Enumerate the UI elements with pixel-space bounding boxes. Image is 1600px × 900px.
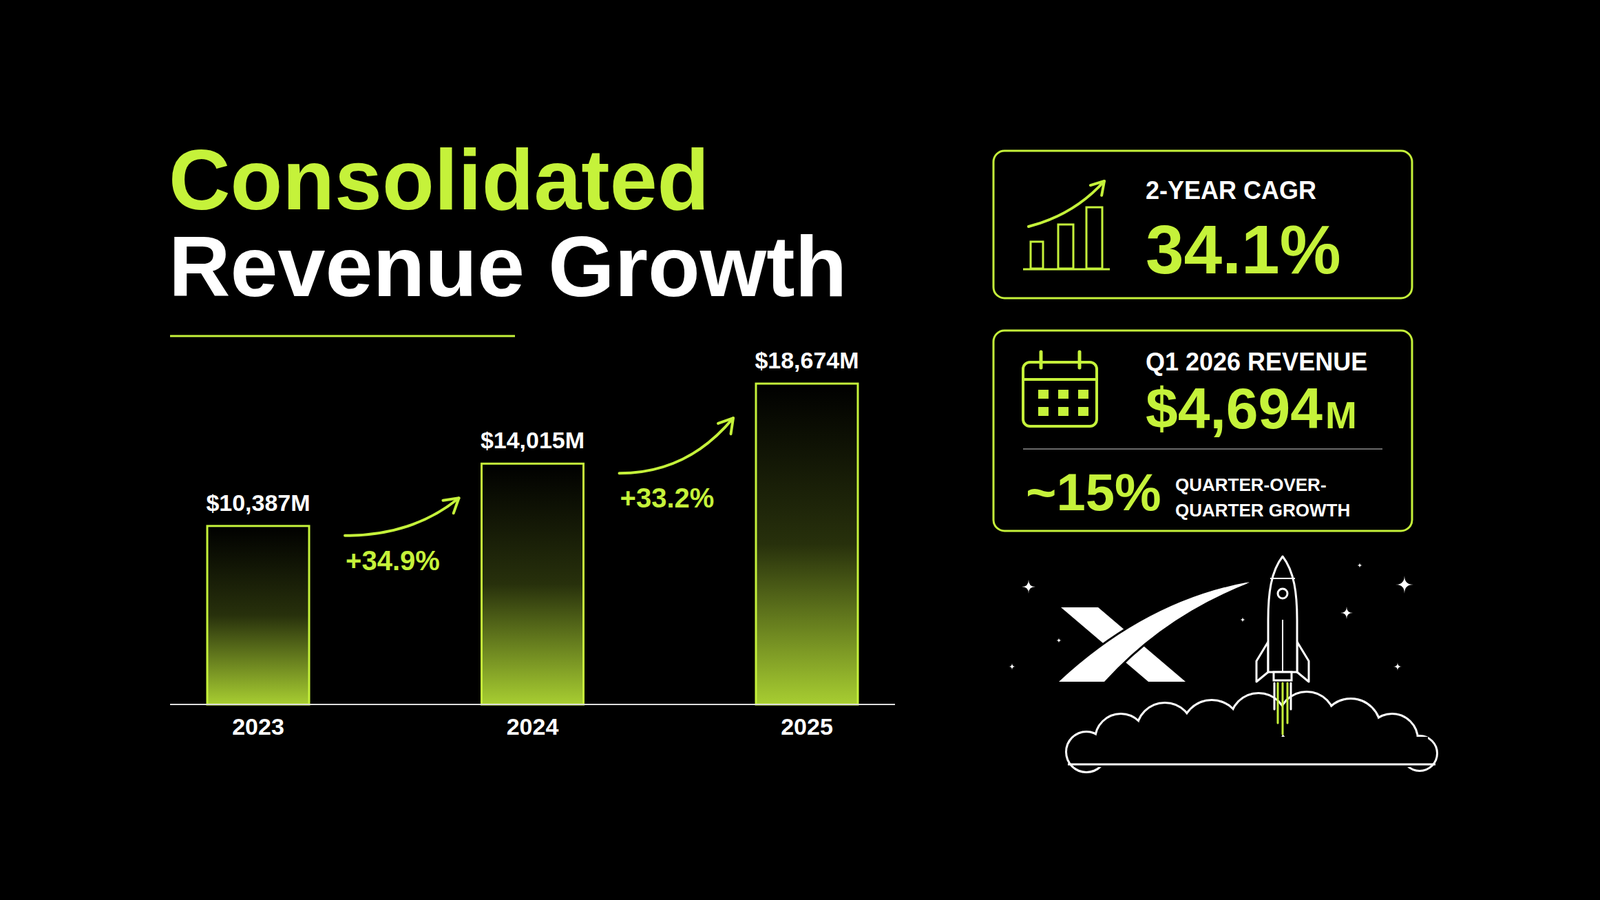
calendar-header bbox=[1023, 377, 1097, 381]
calendar-cell bbox=[1058, 389, 1069, 399]
title-underline bbox=[170, 335, 515, 338]
icon-arrow-head bbox=[1090, 181, 1105, 196]
rocket-body bbox=[1268, 556, 1298, 672]
star bbox=[1395, 575, 1414, 594]
infographic: ConsolidatedRevenue Growth $10,387M $14,01… bbox=[0, 0, 1600, 900]
calendar-icon bbox=[1023, 351, 1097, 427]
x-axis bbox=[170, 703, 896, 705]
calendar-cell bbox=[1038, 389, 1049, 399]
logo-swoosh bbox=[1058, 581, 1250, 682]
x-tick-label: 2024 bbox=[506, 713, 560, 740]
background bbox=[0, 0, 1600, 900]
bar bbox=[481, 463, 584, 705]
rocket-band bbox=[1270, 577, 1296, 580]
growth-label: +33.2% bbox=[620, 482, 715, 513]
data-label: $18,674M bbox=[754, 346, 859, 374]
growth-arrow-head bbox=[718, 417, 734, 434]
rocket-flame bbox=[1286, 682, 1289, 723]
icon-bar bbox=[1086, 207, 1103, 269]
trend-icon bbox=[1023, 181, 1110, 270]
kpi-label: 2-YEAR CAGR bbox=[1145, 176, 1317, 205]
icon-arrow bbox=[1028, 181, 1105, 227]
star bbox=[1340, 606, 1353, 619]
rocket-flame bbox=[1290, 682, 1293, 710]
kpi-sub-label-line: QUARTER-OVER- bbox=[1175, 474, 1327, 496]
logo-swoosh-fill bbox=[1060, 582, 1250, 682]
kpi-value: $4,694M bbox=[1145, 375, 1357, 441]
rocket-flame bbox=[1281, 682, 1284, 734]
star bbox=[1056, 637, 1062, 644]
clouds bbox=[1067, 692, 1437, 772]
kpi-value-unit: M bbox=[1325, 393, 1357, 437]
star bbox=[1008, 662, 1016, 670]
calendar-cell bbox=[1058, 406, 1069, 416]
calendar-ring bbox=[1078, 351, 1082, 368]
growth-arrow-head bbox=[442, 497, 459, 513]
x-tick-label: 2023 bbox=[232, 713, 285, 740]
kpi-card bbox=[993, 150, 1413, 299]
calendar-ring bbox=[1039, 351, 1044, 368]
data-label: $14,015M bbox=[480, 426, 585, 454]
rocket-line bbox=[1281, 619, 1284, 672]
growth-arrow bbox=[344, 497, 460, 536]
rocket-window bbox=[1277, 588, 1288, 599]
rocket-fin bbox=[1297, 641, 1309, 682]
icon-baseline bbox=[1023, 268, 1110, 271]
star bbox=[1393, 662, 1402, 671]
calendar-cell bbox=[1038, 406, 1049, 416]
x-tick-label: 2025 bbox=[780, 713, 834, 740]
kpi-divider bbox=[1023, 448, 1383, 450]
star bbox=[1021, 579, 1036, 594]
data-label: $10,387M bbox=[205, 489, 310, 516]
kpi-sub-value: ~15% bbox=[1025, 462, 1162, 522]
rocket-nozzle bbox=[1273, 671, 1292, 681]
icon-bar bbox=[1058, 224, 1074, 269]
icon-bar bbox=[1030, 241, 1044, 269]
calendar-cell bbox=[1078, 406, 1089, 416]
kpi-card bbox=[993, 330, 1413, 531]
title-accent: Consolidated bbox=[168, 132, 710, 228]
kpi-sub-label-line: QUARTER GROWTH bbox=[1175, 499, 1351, 521]
title: Revenue Growth bbox=[168, 218, 847, 314]
calendar-frame bbox=[1023, 362, 1097, 427]
rocket-flame bbox=[1277, 682, 1280, 723]
kpi-value: 34.1% bbox=[1145, 210, 1342, 288]
star bbox=[1356, 562, 1363, 568]
cloud-base-fill bbox=[1074, 736, 1428, 767]
bar bbox=[207, 525, 310, 705]
star bbox=[1239, 616, 1246, 623]
growth-label: +34.9% bbox=[345, 545, 440, 576]
growth-arrow bbox=[619, 417, 734, 473]
bar bbox=[755, 383, 858, 705]
bars bbox=[207, 383, 858, 705]
calendar-cell bbox=[1078, 389, 1089, 399]
kpi-sub-label: QUARTER-OVER- QUARTER GROWTH bbox=[1175, 474, 1351, 521]
cloud-base bbox=[1067, 763, 1436, 766]
illustration bbox=[1008, 556, 1437, 772]
rocket-fin bbox=[1256, 641, 1269, 682]
rocket-flame bbox=[1273, 682, 1276, 710]
kpi-value-main: $4,694 bbox=[1145, 375, 1323, 441]
kpi-label: Q1 2026 REVENUE bbox=[1145, 347, 1368, 376]
